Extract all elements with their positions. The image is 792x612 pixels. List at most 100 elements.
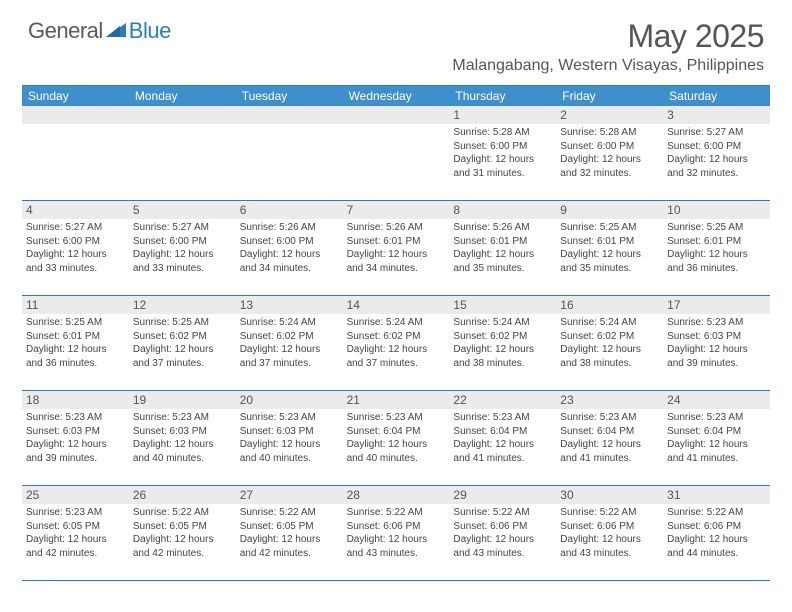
weekday-header: Thursday: [449, 86, 556, 106]
calendar-week: 1Sunrise: 5:28 AMSunset: 6:00 PMDaylight…: [22, 106, 770, 201]
day-body: Sunrise: 5:28 AMSunset: 6:00 PMDaylight:…: [556, 124, 663, 184]
day-number: 8: [449, 201, 556, 219]
calendar-day: 6Sunrise: 5:26 AMSunset: 6:00 PMDaylight…: [236, 201, 343, 295]
day-line: Daylight: 12 hours and 44 minutes.: [667, 533, 766, 560]
day-line: Daylight: 12 hours and 33 minutes.: [26, 248, 125, 275]
calendar-week: 18Sunrise: 5:23 AMSunset: 6:03 PMDayligh…: [22, 391, 770, 486]
day-body: Sunrise: 5:23 AMSunset: 6:03 PMDaylight:…: [663, 314, 770, 374]
calendar-day: 4Sunrise: 5:27 AMSunset: 6:00 PMDaylight…: [22, 201, 129, 295]
day-line: Daylight: 12 hours and 37 minutes.: [133, 343, 232, 370]
calendar-day: 16Sunrise: 5:24 AMSunset: 6:02 PMDayligh…: [556, 296, 663, 390]
day-line: Daylight: 12 hours and 35 minutes.: [453, 248, 552, 275]
day-body: Sunrise: 5:27 AMSunset: 6:00 PMDaylight:…: [22, 219, 129, 279]
day-line: Sunrise: 5:22 AM: [453, 506, 552, 520]
day-line: Sunrise: 5:25 AM: [26, 316, 125, 330]
day-number: 23: [556, 391, 663, 409]
day-body: [22, 124, 129, 130]
day-number: 6: [236, 201, 343, 219]
day-body: Sunrise: 5:24 AMSunset: 6:02 PMDaylight:…: [449, 314, 556, 374]
calendar-day: 22Sunrise: 5:23 AMSunset: 6:04 PMDayligh…: [449, 391, 556, 485]
day-number: 17: [663, 296, 770, 314]
calendar: Sunday Monday Tuesday Wednesday Thursday…: [22, 85, 770, 581]
calendar-week: 25Sunrise: 5:23 AMSunset: 6:05 PMDayligh…: [22, 486, 770, 581]
day-body: Sunrise: 5:23 AMSunset: 6:03 PMDaylight:…: [22, 409, 129, 469]
logo-text-general: General: [28, 18, 103, 44]
calendar-week: 11Sunrise: 5:25 AMSunset: 6:01 PMDayligh…: [22, 296, 770, 391]
day-line: Sunrise: 5:24 AM: [453, 316, 552, 330]
day-line: Sunset: 6:01 PM: [453, 235, 552, 249]
day-line: Sunset: 6:03 PM: [133, 425, 232, 439]
calendar-week: 4Sunrise: 5:27 AMSunset: 6:00 PMDaylight…: [22, 201, 770, 296]
calendar-day: 20Sunrise: 5:23 AMSunset: 6:03 PMDayligh…: [236, 391, 343, 485]
calendar-day: 27Sunrise: 5:22 AMSunset: 6:05 PMDayligh…: [236, 486, 343, 580]
day-body: Sunrise: 5:26 AMSunset: 6:01 PMDaylight:…: [449, 219, 556, 279]
day-line: Sunset: 6:00 PM: [26, 235, 125, 249]
day-body: Sunrise: 5:25 AMSunset: 6:01 PMDaylight:…: [663, 219, 770, 279]
logo: General Blue: [28, 18, 171, 44]
day-line: Sunset: 6:04 PM: [347, 425, 446, 439]
day-line: Sunrise: 5:23 AM: [133, 411, 232, 425]
day-line: Daylight: 12 hours and 39 minutes.: [26, 438, 125, 465]
calendar-day: [236, 106, 343, 200]
day-line: Sunrise: 5:27 AM: [667, 126, 766, 140]
day-line: Sunrise: 5:28 AM: [453, 126, 552, 140]
day-number: 11: [22, 296, 129, 314]
calendar-day: 10Sunrise: 5:25 AMSunset: 6:01 PMDayligh…: [663, 201, 770, 295]
day-body: Sunrise: 5:22 AMSunset: 6:06 PMDaylight:…: [556, 504, 663, 564]
day-line: Sunset: 6:04 PM: [667, 425, 766, 439]
day-line: Sunrise: 5:23 AM: [560, 411, 659, 425]
day-line: Sunset: 6:00 PM: [560, 140, 659, 154]
day-line: Sunset: 6:05 PM: [133, 520, 232, 534]
day-body: Sunrise: 5:27 AMSunset: 6:00 PMDaylight:…: [663, 124, 770, 184]
day-body: Sunrise: 5:24 AMSunset: 6:02 PMDaylight:…: [556, 314, 663, 374]
day-line: Sunrise: 5:22 AM: [133, 506, 232, 520]
calendar-day: 19Sunrise: 5:23 AMSunset: 6:03 PMDayligh…: [129, 391, 236, 485]
calendar-day: 5Sunrise: 5:27 AMSunset: 6:00 PMDaylight…: [129, 201, 236, 295]
month-title: May 2025: [452, 18, 764, 55]
day-number: [236, 106, 343, 124]
calendar-day: 23Sunrise: 5:23 AMSunset: 6:04 PMDayligh…: [556, 391, 663, 485]
weekday-header: Saturday: [663, 86, 770, 106]
calendar-day: [343, 106, 450, 200]
day-body: Sunrise: 5:25 AMSunset: 6:01 PMDaylight:…: [556, 219, 663, 279]
calendar-day: 25Sunrise: 5:23 AMSunset: 6:05 PMDayligh…: [22, 486, 129, 580]
day-line: Sunset: 6:06 PM: [453, 520, 552, 534]
day-line: Daylight: 12 hours and 39 minutes.: [667, 343, 766, 370]
calendar-day: 29Sunrise: 5:22 AMSunset: 6:06 PMDayligh…: [449, 486, 556, 580]
day-number: 28: [343, 486, 450, 504]
day-body: [343, 124, 450, 130]
day-number: 9: [556, 201, 663, 219]
day-line: Daylight: 12 hours and 36 minutes.: [667, 248, 766, 275]
calendar-day: 31Sunrise: 5:22 AMSunset: 6:06 PMDayligh…: [663, 486, 770, 580]
day-body: [236, 124, 343, 130]
day-number: 1: [449, 106, 556, 124]
day-line: Sunrise: 5:26 AM: [453, 221, 552, 235]
day-line: Daylight: 12 hours and 32 minutes.: [560, 153, 659, 180]
day-line: Sunset: 6:03 PM: [240, 425, 339, 439]
day-body: Sunrise: 5:22 AMSunset: 6:06 PMDaylight:…: [663, 504, 770, 564]
day-line: Daylight: 12 hours and 36 minutes.: [26, 343, 125, 370]
day-line: Daylight: 12 hours and 38 minutes.: [560, 343, 659, 370]
calendar-day: 24Sunrise: 5:23 AMSunset: 6:04 PMDayligh…: [663, 391, 770, 485]
day-line: Sunset: 6:00 PM: [453, 140, 552, 154]
weekday-header: Monday: [129, 86, 236, 106]
day-line: Daylight: 12 hours and 41 minutes.: [560, 438, 659, 465]
day-number: 18: [22, 391, 129, 409]
day-line: Daylight: 12 hours and 32 minutes.: [667, 153, 766, 180]
day-line: Sunset: 6:02 PM: [133, 330, 232, 344]
day-line: Daylight: 12 hours and 35 minutes.: [560, 248, 659, 275]
day-line: Daylight: 12 hours and 34 minutes.: [347, 248, 446, 275]
day-line: Daylight: 12 hours and 43 minutes.: [347, 533, 446, 560]
calendar-day: 13Sunrise: 5:24 AMSunset: 6:02 PMDayligh…: [236, 296, 343, 390]
day-number: 19: [129, 391, 236, 409]
day-line: Daylight: 12 hours and 41 minutes.: [453, 438, 552, 465]
weekday-header: Sunday: [22, 86, 129, 106]
day-line: Daylight: 12 hours and 37 minutes.: [240, 343, 339, 370]
day-number: 2: [556, 106, 663, 124]
day-number: 27: [236, 486, 343, 504]
day-body: Sunrise: 5:26 AMSunset: 6:00 PMDaylight:…: [236, 219, 343, 279]
day-number: 26: [129, 486, 236, 504]
day-number: 16: [556, 296, 663, 314]
day-number: 5: [129, 201, 236, 219]
day-number: 20: [236, 391, 343, 409]
